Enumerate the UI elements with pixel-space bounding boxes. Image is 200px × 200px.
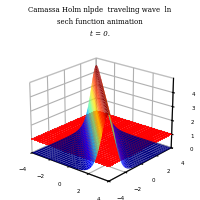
- Text: t = 0.: t = 0.: [90, 30, 110, 38]
- Text: sech function animation: sech function animation: [57, 18, 143, 26]
- Text: Camassa Holm nlpde  traveling wave  ln: Camassa Holm nlpde traveling wave ln: [28, 6, 172, 14]
